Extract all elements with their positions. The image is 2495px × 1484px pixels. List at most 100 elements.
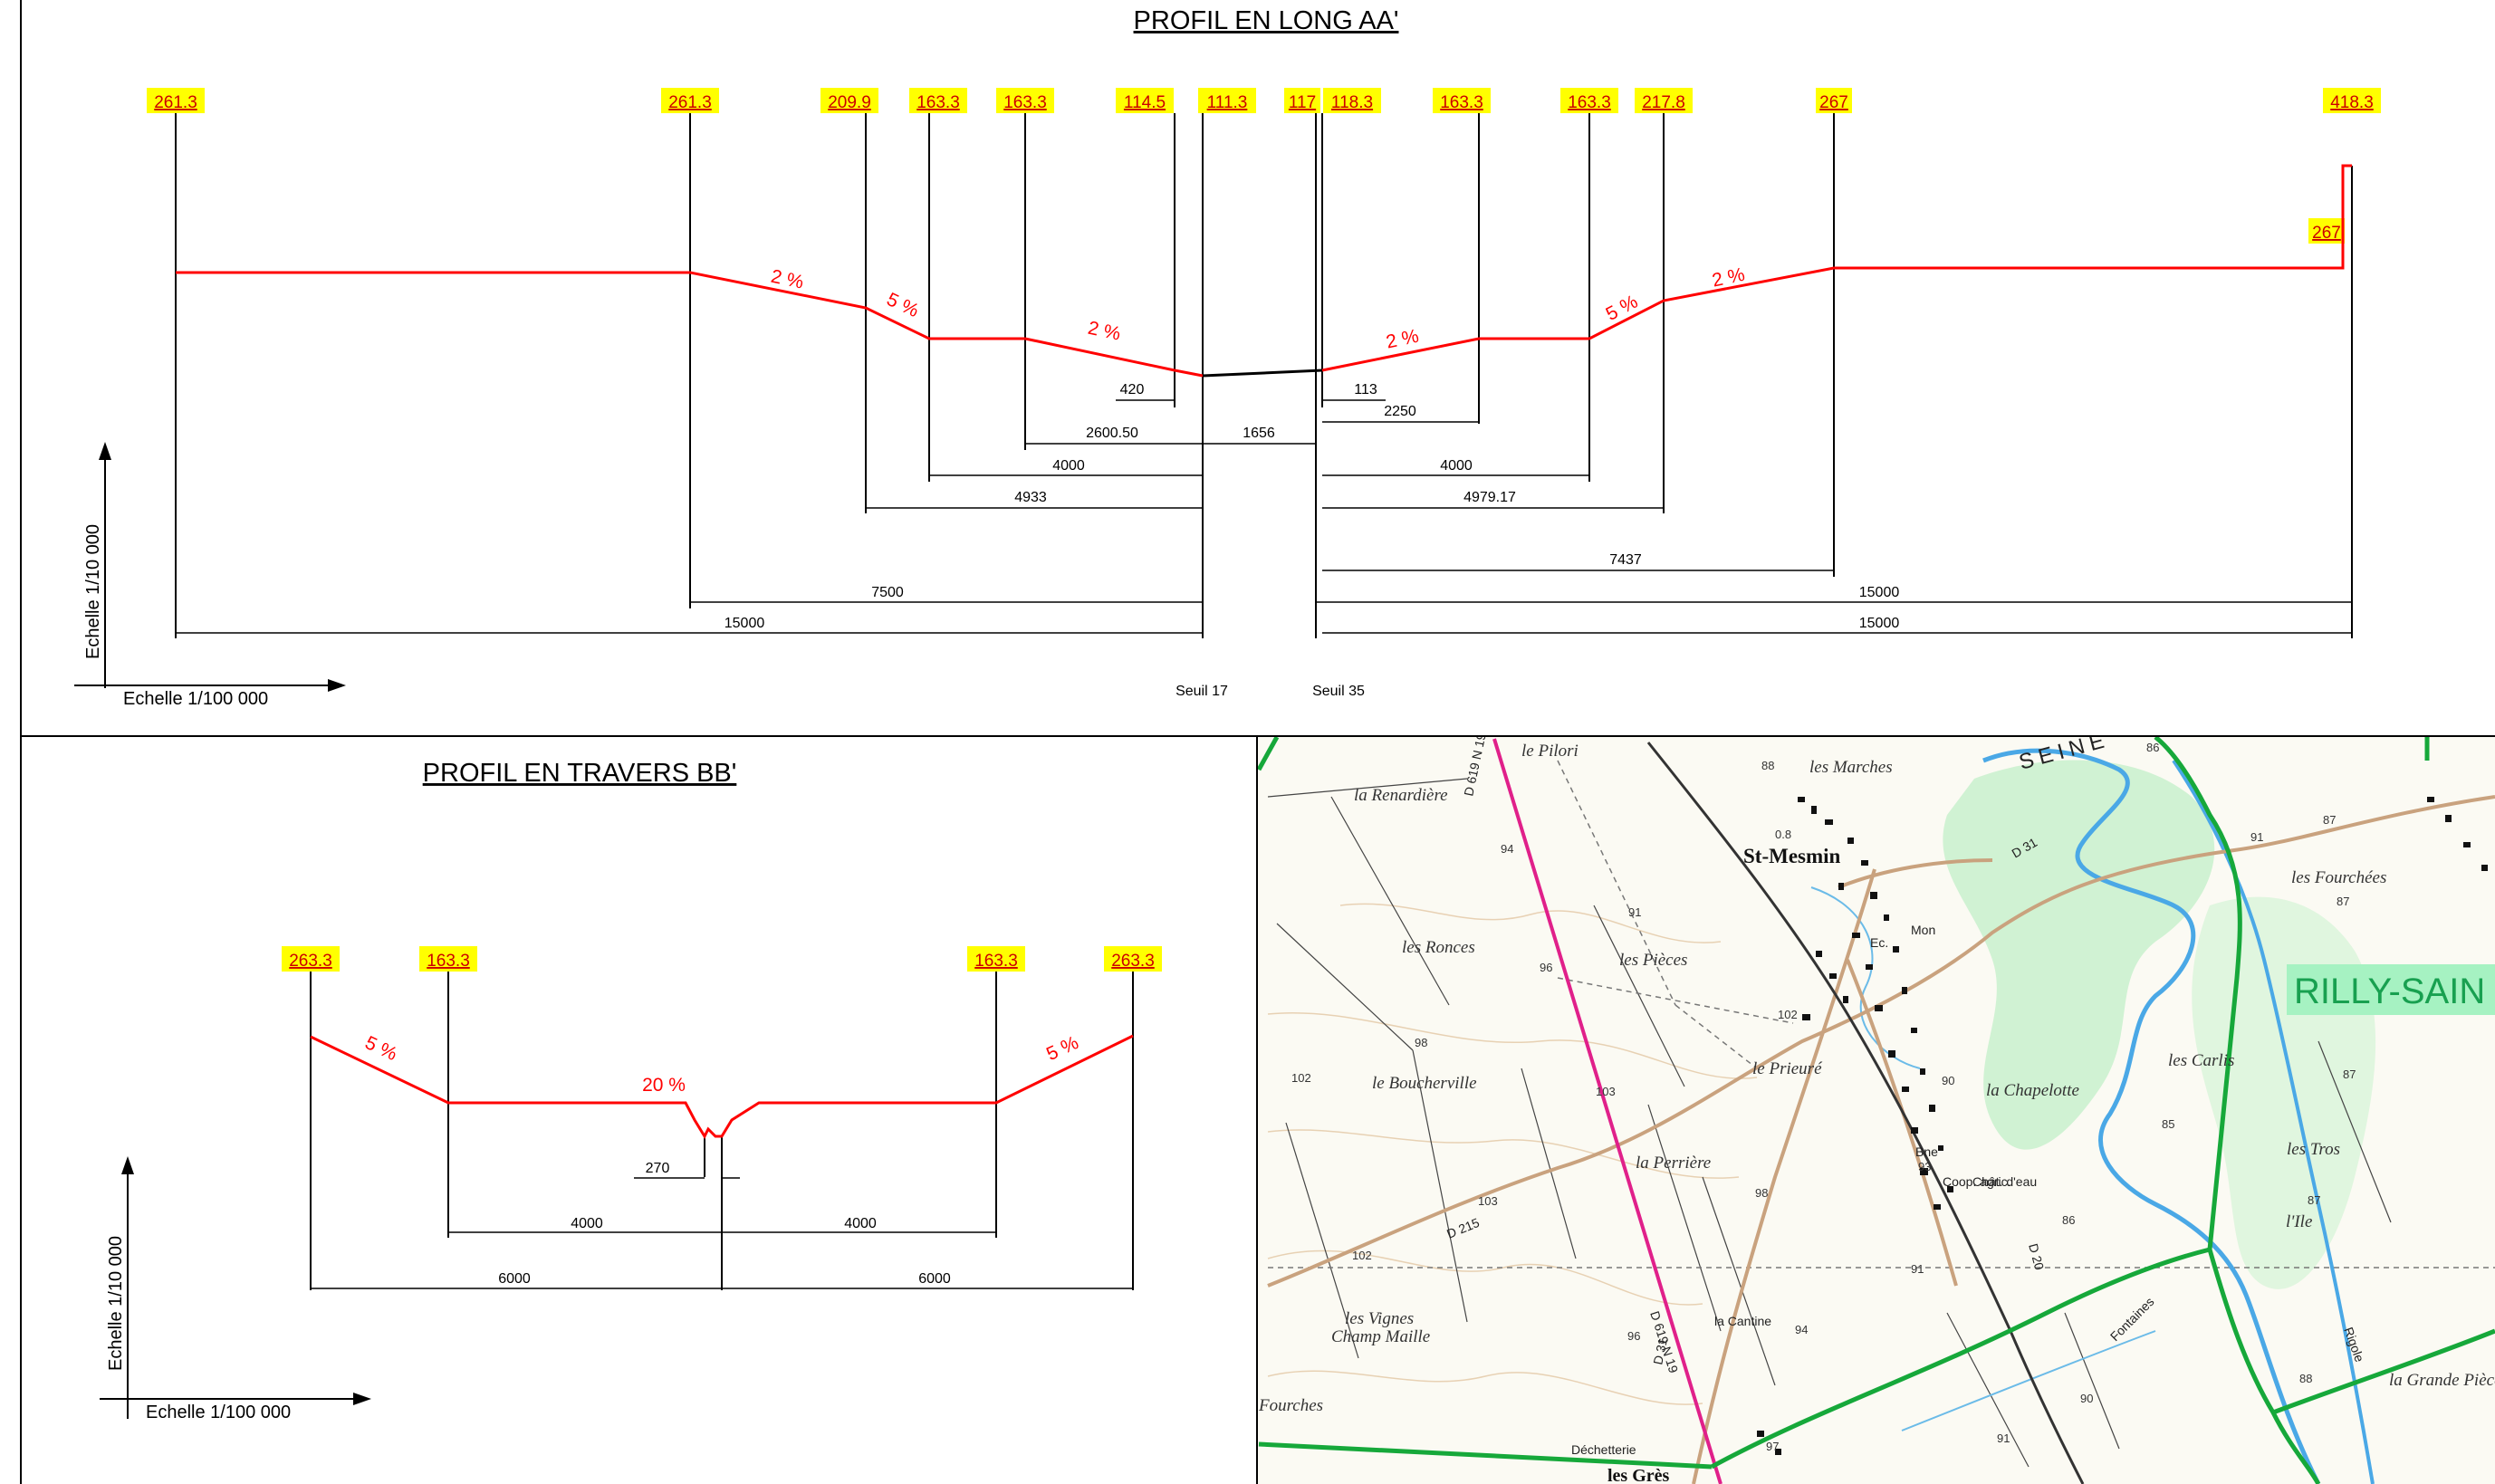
- spot-height: 91: [1911, 1262, 1924, 1276]
- commune-label-box: [2287, 964, 2495, 1015]
- dimension-label: 4000: [1440, 458, 1473, 474]
- slope-label: 5 %: [361, 1032, 400, 1065]
- stream: [1810, 886, 1921, 1069]
- elevation-tag: 114.5: [1124, 93, 1166, 112]
- vertical-scale-label: Echelle 1/10 000: [106, 1236, 126, 1371]
- elevation-tag: 117: [1289, 93, 1316, 112]
- town-name: St-Mesmin: [1743, 845, 1841, 867]
- stream: [1901, 1330, 2156, 1431]
- field-boundaries: [1267, 778, 2392, 1468]
- threshold-label: Seuil 35: [1312, 684, 1365, 699]
- elevation-tag: 163.3: [1440, 93, 1483, 112]
- place-name: le Boucherville: [1372, 1074, 1477, 1093]
- place-name: les Carlis: [2168, 1051, 2234, 1070]
- spot-height: 97: [1766, 1440, 1779, 1453]
- dimension-label: 1656: [1243, 426, 1275, 441]
- elevation-tag-secondary: 267: [2312, 224, 2341, 243]
- spot-height: 94: [1501, 842, 1513, 856]
- place-name: les Pièces: [1619, 951, 1687, 970]
- horizontal-scale-label: Echelle 1/100 000: [123, 689, 268, 709]
- cross-profile-slopes: 5 % 20 % 5 %: [361, 1032, 1081, 1096]
- spot-height: 102: [1778, 1008, 1798, 1021]
- topographic-map: le Pilori la Renardière les Marches les …: [1258, 737, 2495, 1484]
- place-name: Ec.: [1870, 935, 1888, 950]
- canal: [2172, 759, 2375, 1484]
- dimension-label: 4979.17: [1463, 490, 1516, 505]
- place-name: les Grès: [1607, 1466, 1670, 1484]
- elevation-tag: 267: [1819, 93, 1848, 112]
- slope-label: 2 %: [1086, 318, 1122, 345]
- elevation-tag: 111.3: [1207, 93, 1248, 112]
- elevation-tag: 261.3: [668, 93, 712, 112]
- commune-label: RILLY-SAIN: [2294, 972, 2485, 1011]
- place-name: Chât. d'eau: [1972, 1174, 2037, 1189]
- spot-height: 90: [1942, 1074, 1954, 1087]
- elevation-tag: 263.3: [1111, 952, 1155, 971]
- spot-height: 96: [1540, 961, 1552, 974]
- dimension-label: 7500: [871, 585, 904, 600]
- dimension-label: 4933: [1014, 490, 1047, 505]
- dimension-label: 270: [646, 1161, 670, 1176]
- dimension-label: 420: [1120, 382, 1145, 397]
- spot-heights: 88 86 91 87 87 94 96 91 102 98 102 103 1…: [1291, 741, 2356, 1453]
- dimension-label: 15000: [725, 616, 765, 631]
- elevation-tag: 418.3: [2330, 93, 2374, 112]
- place-name: Champ Maille: [1331, 1327, 1430, 1346]
- pane-frames: [20, 0, 2495, 1484]
- spot-height: 88: [1761, 759, 1774, 772]
- slope-label: 5 %: [883, 289, 922, 321]
- elevation-tag: 163.3: [1003, 93, 1047, 112]
- spot-height: 91: [2250, 830, 2263, 844]
- spot-height: 103: [1596, 1085, 1616, 1098]
- commune-boundaries: [1258, 737, 2495, 1484]
- spot-height: 91: [1997, 1431, 2010, 1445]
- dimension-label: 15000: [1859, 616, 1900, 631]
- spot-height: 98: [1755, 1186, 1768, 1200]
- spot-height: 0.8: [1775, 828, 1791, 841]
- horizontal-scale-label: Echelle 1/100 000: [146, 1403, 291, 1422]
- vertical-scale-label: Echelle 1/10 000: [83, 524, 103, 659]
- place-name: la Perrière: [1636, 1154, 1711, 1173]
- road-number: D 31: [1650, 1336, 1670, 1365]
- village-buildings: [1757, 797, 2488, 1455]
- long-profile-title: PROFIL EN LONG AA': [1134, 6, 1399, 35]
- slope-label: 20 %: [642, 1075, 686, 1096]
- long-profile: PROFIL EN LONG AA' 261.3 261.3 209.9 163…: [74, 6, 2381, 709]
- spot-height: 86: [2062, 1213, 2075, 1227]
- highway-n19: [1492, 738, 1723, 1484]
- slope-label: 5 %: [1603, 292, 1642, 325]
- spot-height: 87: [2323, 813, 2336, 827]
- dimension-label: 4000: [571, 1216, 603, 1231]
- place-name: les Ronces: [1402, 938, 1475, 957]
- dashed-tracks: [1268, 760, 2495, 1269]
- spot-height: 87: [2308, 1193, 2320, 1207]
- place-name: la Renardière: [1354, 786, 1448, 805]
- dimension-label: 4000: [844, 1216, 877, 1231]
- cross-profile: PROFIL EN TRAVERS BB' 263.3 163.3 163.3 …: [100, 759, 1162, 1422]
- place-name: l'Ile: [2286, 1212, 2312, 1231]
- cross-profile-line: [310, 1034, 1134, 1140]
- threshold-label: Seuil 17: [1176, 684, 1228, 699]
- elevation-tag: 118.3: [1331, 93, 1373, 112]
- cross-profile-title: PROFIL EN TRAVERS BB': [423, 759, 737, 788]
- elevation-tag: 163.3: [916, 93, 960, 112]
- dimension-label: 4000: [1052, 458, 1085, 474]
- place-name: la Grande Pièce: [2389, 1371, 2495, 1390]
- spot-height: 102: [1352, 1249, 1372, 1262]
- long-profile-dimensions: 420 113 2250 2600.50 1656 4000 4000 4933…: [176, 382, 2352, 634]
- long-profile-vertical-lines: [175, 113, 2353, 638]
- slope-label: 5 %: [1043, 1032, 1082, 1065]
- spot-height: 93: [1918, 1160, 1931, 1173]
- dimension-label: 6000: [918, 1271, 951, 1287]
- spot-height: 102: [1291, 1071, 1311, 1085]
- place-name: Coop. agric.: [1943, 1174, 2010, 1189]
- place-name: les Fourchées: [2291, 868, 2386, 887]
- cross-profile-vertical-lines: [310, 972, 1134, 1290]
- cross-profile-dimensions: 270 4000 4000 6000 6000: [311, 1161, 1133, 1289]
- vegetation-area: [1943, 760, 2215, 1150]
- dimension-label: 113: [1354, 382, 1377, 397]
- spot-height: 98: [1415, 1036, 1427, 1049]
- elevation-tag: 263.3: [289, 952, 332, 971]
- slope-label: 2 %: [1711, 264, 1747, 292]
